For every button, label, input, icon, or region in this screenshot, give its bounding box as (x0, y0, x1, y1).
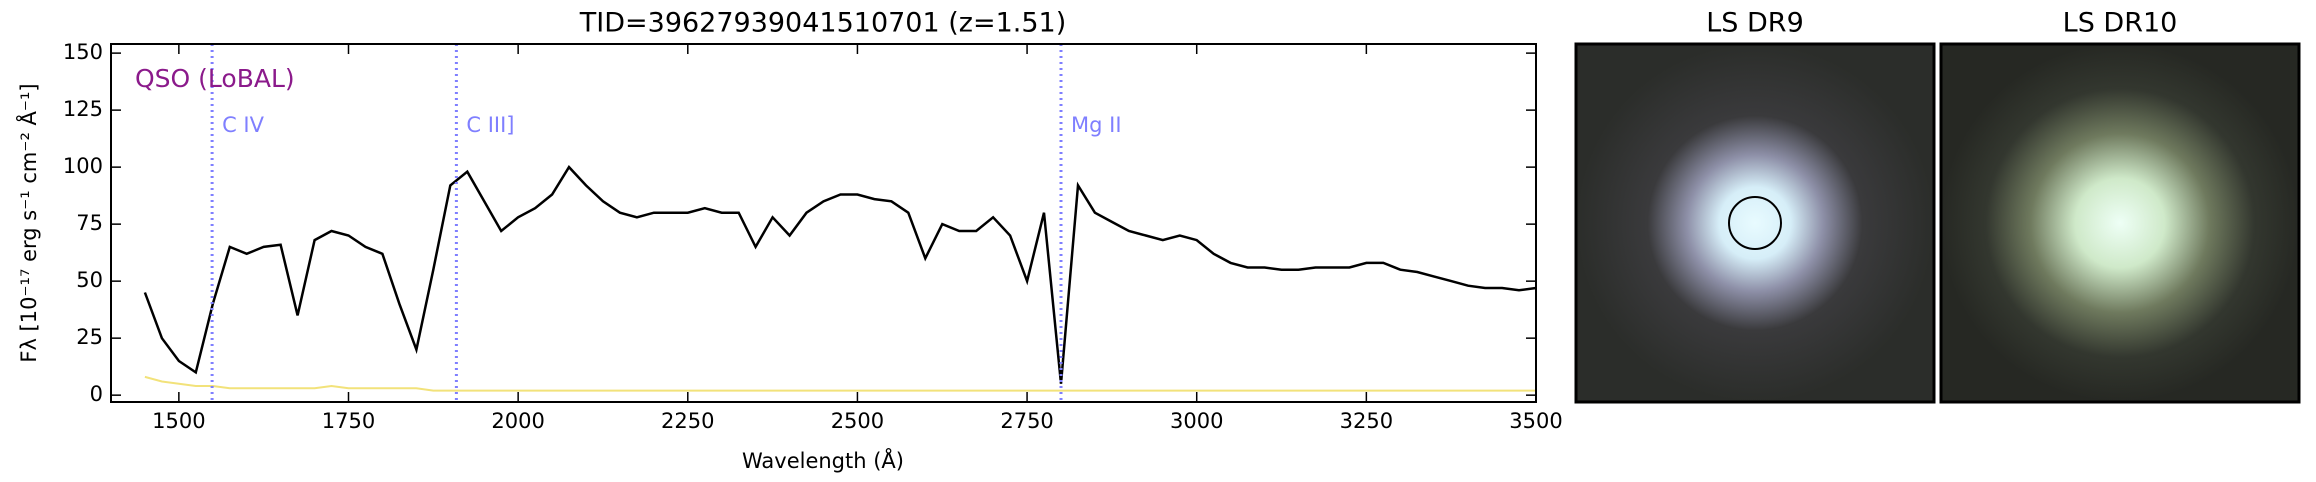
x-axis-label: Wavelength (Å) (742, 447, 904, 473)
image-title: LS DR10 (2063, 8, 2178, 39)
x-tick-label: 2250 (661, 409, 714, 433)
spectrum-line (144, 375, 1536, 392)
y-tick-label: 75 (76, 211, 103, 235)
y-tick-label: 100 (63, 154, 103, 178)
x-tick-label: 3250 (1340, 409, 1393, 433)
x-tick-label: 3000 (1170, 409, 1223, 433)
x-tick-label: 1750 (322, 409, 375, 433)
x-tick-label: 3500 (1509, 409, 1562, 433)
image-dr9 (1574, 42, 1936, 404)
spectrum-line (143, 165, 1537, 384)
x-tick-label: 2750 (1000, 409, 1053, 433)
y-tick-label: 25 (76, 325, 103, 349)
y-axis-label: Fλ [10⁻¹⁷ erg s⁻¹ cm⁻² Å⁻¹] (15, 83, 41, 362)
aperture-circle (1728, 196, 1782, 250)
emission-line-label: C III] (466, 113, 514, 137)
y-tick-label: 50 (76, 268, 103, 292)
emission-line-label: C IV (222, 113, 265, 137)
annotation: QSO (LoBAL) (135, 64, 295, 93)
image-dr10 (1939, 42, 2301, 404)
y-tick-label: 0 (90, 382, 103, 406)
emission-line-label: Mg II (1071, 113, 1122, 137)
y-tick-label: 150 (63, 40, 103, 64)
image-title: LS DR9 (1706, 8, 1804, 39)
y-tick-label: 125 (63, 97, 103, 121)
x-tick-label: 2500 (831, 409, 884, 433)
chart-title: TID=39627939041510701 (z=1.51) (579, 8, 1066, 39)
x-tick-label: 2000 (491, 409, 544, 433)
x-tick-label: 1500 (152, 409, 205, 433)
plot-frame (110, 43, 1537, 403)
